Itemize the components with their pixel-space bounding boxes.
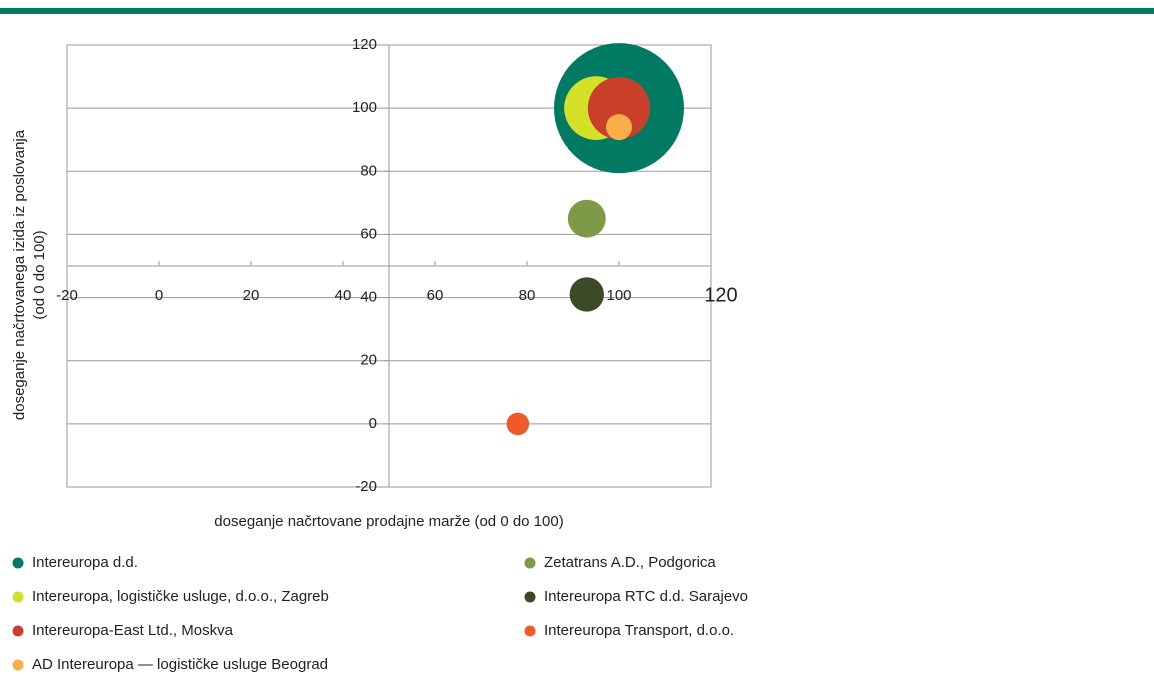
x-tick-label: -20 [56,287,78,304]
x-tick-label: 120 [704,284,737,306]
x-tick-label: 60 [427,287,444,304]
y-tick-label: 120 [352,36,377,53]
legend-label: Intereuropa Transport, d.o.o. [544,622,734,639]
legend-label: Zetatrans A.D., Podgorica [544,554,716,571]
y-tick-label: 60 [360,225,377,242]
legend-marker [12,557,24,569]
legend-marker [12,659,24,671]
x-axis-label: doseganje načrtovane prodajne marže (od … [214,513,563,530]
header-bar [0,8,1154,14]
bubble [567,199,606,238]
legend-marker [12,591,24,603]
y-tick-label: 40 [360,289,377,306]
y-tick-label: 20 [360,352,377,369]
x-tick-label: 80 [519,287,536,304]
x-tick-label: 100 [606,287,631,304]
y-tick-label: 80 [360,162,377,179]
legend-marker [524,625,536,637]
legend-marker [12,625,24,637]
bubble [569,277,604,312]
x-tick-label: 40 [335,287,352,304]
y-axis-label: (od 0 do 100) [31,230,48,319]
legend-label: AD Intereuropa — logističke usluge Beogr… [32,656,328,673]
legend-label: Intereuropa, logističke usluge, d.o.o., … [32,588,329,605]
y-tick-label: -20 [355,478,377,495]
legend-label: Intereuropa d.d. [32,554,138,571]
x-tick-label: 0 [155,287,163,304]
bubble [587,76,651,140]
bubble [506,412,530,436]
bubble [606,114,632,141]
legend-marker [524,557,536,569]
y-tick-label: 100 [352,99,377,116]
legend-label: Intereuropa RTC d.d. Sarajevo [544,588,748,605]
legend-label: Intereuropa-East Ltd., Moskva [32,622,234,639]
y-axis-label: doseganje načrtovanega izida iz poslovan… [11,129,28,420]
x-tick-label: 20 [243,287,260,304]
y-tick-label: 0 [369,415,377,432]
legend-marker [524,591,536,603]
